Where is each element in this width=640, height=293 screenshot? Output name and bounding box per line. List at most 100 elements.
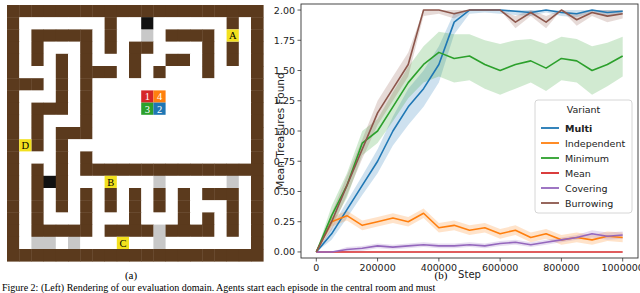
agent-marker	[141, 90, 153, 102]
maze-floor	[153, 212, 166, 225]
maze-floor	[214, 54, 227, 67]
maze-wall	[80, 29, 93, 42]
maze-floor	[178, 17, 191, 30]
maze-floor	[92, 139, 105, 152]
maze-wall	[202, 66, 215, 79]
maze-floor	[19, 66, 32, 79]
maze-floor	[141, 78, 154, 91]
maze-floor	[68, 78, 81, 91]
maze-floor	[153, 29, 166, 42]
maze-gray-cell	[31, 237, 44, 250]
maze-floor	[227, 66, 240, 79]
maze-floor	[214, 200, 227, 213]
maze-floor	[31, 151, 44, 164]
maze-floor	[92, 29, 105, 42]
maze-wall	[80, 66, 93, 79]
maze-wall	[166, 164, 179, 177]
plot-frame	[301, 4, 638, 258]
maze-floor	[92, 103, 105, 116]
maze-floor	[117, 17, 130, 30]
maze-wall	[56, 29, 69, 42]
maze-floor	[202, 78, 215, 91]
maze-floor	[117, 90, 130, 103]
maze-floor	[44, 164, 57, 177]
maze-wall	[31, 139, 44, 152]
maze-floor	[214, 139, 227, 152]
legend: VariantMultiIndependentMinimumMeanCoveri…	[535, 100, 632, 213]
maze-floor	[44, 188, 57, 201]
maze-floor	[214, 90, 227, 103]
maze-floor	[166, 200, 179, 213]
maze-wall	[251, 200, 264, 213]
maze-wall	[129, 54, 142, 67]
maze-wall	[202, 164, 215, 177]
maze-floor	[44, 17, 57, 30]
maze-wall	[80, 90, 93, 103]
tick-label: 1000000	[602, 262, 640, 273]
maze-wall	[7, 164, 20, 177]
legend-label: Multi	[565, 123, 592, 134]
maze-wall	[239, 5, 252, 18]
maze-floor	[141, 54, 154, 67]
maze-wall	[7, 66, 20, 79]
panel-label: (b)	[435, 269, 448, 282]
maze-floor	[178, 103, 191, 116]
maze-floor	[105, 127, 118, 140]
maze-wall	[80, 200, 93, 213]
maze-wall	[31, 164, 44, 177]
maze-floor	[80, 139, 93, 152]
maze-floor	[166, 42, 179, 55]
maze-floor	[117, 237, 130, 250]
maze-wall	[68, 249, 81, 262]
tick-label: 600000	[482, 262, 518, 273]
maze-wall	[227, 188, 240, 201]
maze-floor	[80, 176, 93, 189]
maze-wall	[141, 225, 154, 238]
tick-mark	[298, 70, 302, 71]
maze-floor	[239, 188, 252, 201]
maze-wall	[80, 188, 93, 201]
maze-floor	[117, 78, 130, 91]
maze-floor	[129, 151, 142, 164]
maze-floor	[153, 78, 166, 91]
maze-wall	[251, 188, 264, 201]
maze-black-cell	[44, 176, 57, 189]
maze-floor	[44, 212, 57, 225]
maze-wall	[7, 139, 20, 152]
maze-floor	[56, 17, 69, 30]
goal-marker	[227, 29, 239, 41]
maze-floor	[153, 54, 166, 67]
maze-floor	[129, 17, 142, 30]
tick-mark	[298, 10, 302, 11]
maze-floor	[105, 115, 118, 128]
maze-wall	[7, 200, 20, 213]
maze-wall	[56, 103, 69, 116]
maze-wall	[68, 127, 81, 140]
maze-wall	[251, 151, 264, 164]
maze-floor	[68, 200, 81, 213]
maze-floor	[202, 151, 215, 164]
maze-floor	[44, 78, 57, 91]
maze-floor	[239, 200, 252, 213]
maze-wall	[7, 78, 20, 91]
maze-wall	[7, 127, 20, 140]
maze-gray-cell	[153, 225, 166, 238]
maze-wall	[31, 29, 44, 42]
maze-wall	[251, 249, 264, 262]
maze-floor	[92, 42, 105, 55]
maze-floor	[166, 17, 179, 30]
maze-floor	[129, 176, 142, 189]
maze-wall	[56, 225, 69, 238]
maze-wall	[166, 5, 179, 18]
maze-floor	[202, 115, 215, 128]
maze-wall	[31, 212, 44, 225]
plot-marks	[316, 10, 622, 252]
maze-wall	[227, 17, 240, 30]
goal-label: B	[107, 177, 114, 188]
maze-wall	[56, 5, 69, 18]
maze-floor	[202, 237, 215, 250]
maze-wall	[117, 5, 130, 18]
maze-wall	[251, 212, 264, 225]
maze-wall	[19, 249, 32, 262]
maze-floor	[178, 90, 191, 103]
